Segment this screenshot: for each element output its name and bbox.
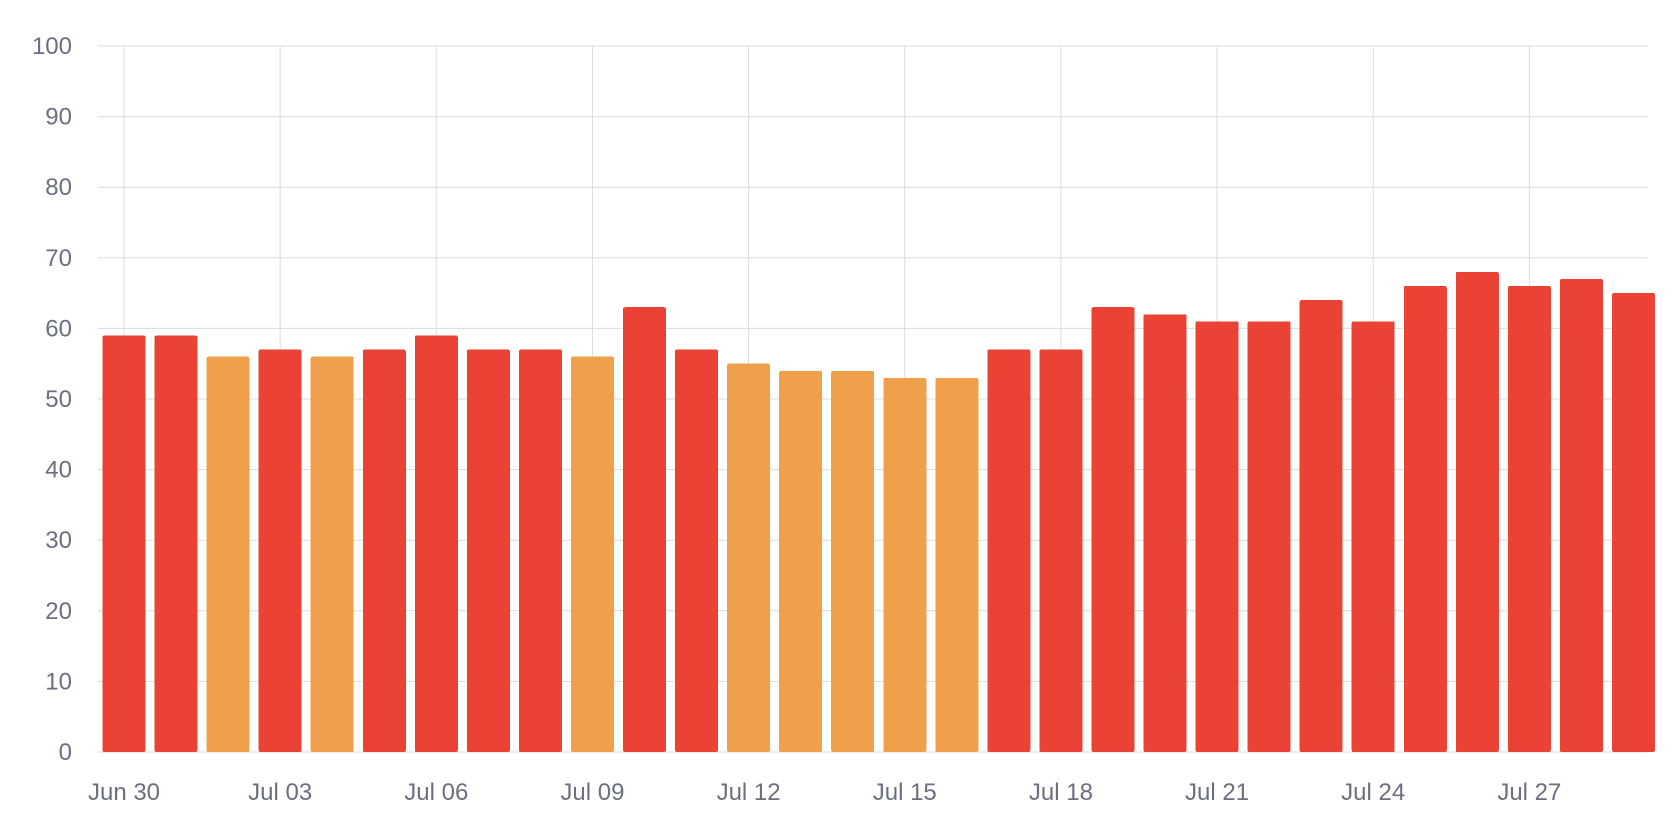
- x-tick-label: Jul 24: [1341, 779, 1405, 806]
- bar[interactable]: [1195, 321, 1239, 752]
- x-tick-label: Jul 18: [1029, 779, 1093, 806]
- y-axis: 0 10 20 30 40 50 60 70 80 90 100: [32, 33, 72, 766]
- bar[interactable]: [570, 356, 614, 752]
- x-axis: Jun 30 Jul 03 Jul 06 Jul 09 Jul 12 Jul 15 Jul …: [88, 779, 1561, 806]
- bar[interactable]: [1091, 307, 1135, 752]
- bar[interactable]: [362, 349, 406, 752]
- bar[interactable]: [883, 377, 927, 752]
- y-tick-label: 20: [45, 598, 72, 625]
- bar[interactable]: [414, 335, 458, 752]
- bar[interactable]: [1351, 321, 1395, 752]
- bar[interactable]: [102, 335, 146, 752]
- y-tick-label: 30: [45, 527, 72, 554]
- bar[interactable]: [258, 349, 302, 752]
- y-tick-label: 40: [45, 457, 72, 484]
- bar[interactable]: [831, 370, 875, 752]
- x-tick-label: Jun 30: [88, 779, 160, 806]
- bar[interactable]: [206, 356, 250, 752]
- bar[interactable]: [1507, 286, 1551, 752]
- bar[interactable]: [779, 370, 823, 752]
- bar[interactable]: [154, 335, 198, 752]
- bar[interactable]: [1143, 314, 1187, 752]
- bar[interactable]: [935, 377, 979, 752]
- bars: [102, 271, 1655, 752]
- bar[interactable]: [623, 307, 666, 752]
- y-tick-label: 0: [59, 739, 72, 766]
- bar[interactable]: [727, 363, 771, 752]
- y-tick-label: 100: [32, 33, 72, 60]
- bar[interactable]: [466, 349, 510, 752]
- x-tick-label: Jul 06: [404, 779, 468, 806]
- y-tick-label: 70: [45, 245, 72, 272]
- y-tick-label: 10: [45, 668, 72, 695]
- bar[interactable]: [1039, 349, 1083, 752]
- y-tick-label: 60: [45, 315, 72, 342]
- bar[interactable]: [1611, 293, 1655, 752]
- x-tick-label: Jul 21: [1185, 779, 1249, 806]
- bar[interactable]: [675, 349, 719, 752]
- y-tick-label: 90: [45, 104, 72, 131]
- bar[interactable]: [310, 356, 354, 752]
- bar[interactable]: [987, 349, 1031, 752]
- bar[interactable]: [1559, 278, 1603, 752]
- y-tick-label: 80: [45, 174, 72, 201]
- bar[interactable]: [1299, 300, 1343, 752]
- bar[interactable]: [1455, 271, 1499, 752]
- x-tick-label: Jul 12: [717, 779, 781, 806]
- x-tick-label: Jul 15: [873, 779, 937, 806]
- x-tick-label: Jul 03: [248, 779, 312, 806]
- y-tick-label: 50: [45, 386, 72, 413]
- bar[interactable]: [1403, 286, 1447, 752]
- bar[interactable]: [518, 349, 562, 752]
- bar[interactable]: [1247, 321, 1291, 752]
- x-tick-label: Jul 27: [1497, 779, 1561, 806]
- x-tick-label: Jul 09: [560, 779, 624, 806]
